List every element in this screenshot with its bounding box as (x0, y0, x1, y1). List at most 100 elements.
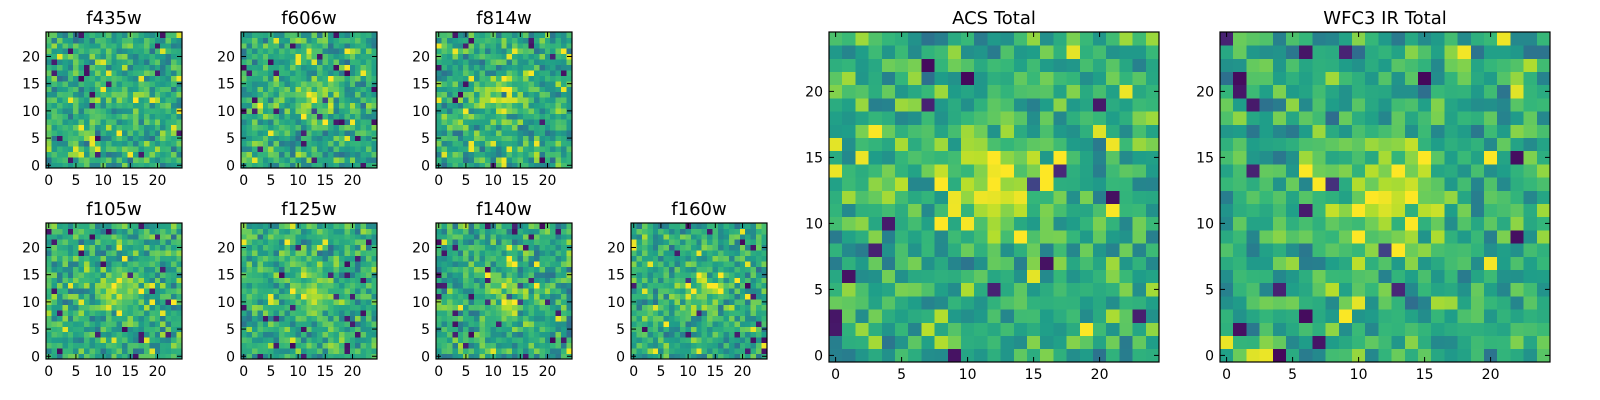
heatmap-cell (718, 293, 724, 300)
heatmap-cell (685, 244, 692, 251)
heatmap-cell (317, 271, 323, 278)
heatmap-cell (311, 261, 318, 267)
heatmap-cell (300, 223, 307, 229)
heatmap-cell (289, 288, 296, 295)
heatmap-cell (56, 86, 63, 93)
heatmap-cell (641, 277, 648, 284)
heatmap-cell (116, 119, 123, 125)
heatmap-cell (284, 233, 291, 240)
heatmap-cell (523, 353, 529, 360)
heatmap-cell (328, 310, 334, 316)
heatmap-cell (533, 151, 540, 158)
heatmap-cell (506, 223, 513, 229)
heatmap-cell (728, 348, 735, 354)
heatmap-cell (295, 59, 302, 66)
heatmap-cell (355, 288, 362, 295)
heatmap-cell (679, 266, 686, 273)
heatmap-cell (463, 320, 470, 327)
heatmap-cell (89, 244, 96, 251)
heatmap-cell (300, 228, 307, 235)
heatmap-cell (300, 32, 307, 38)
heatmap-cell (360, 70, 367, 76)
heatmap-cell (127, 124, 134, 131)
heatmap-cell (1013, 230, 1028, 244)
heatmap-cell (67, 326, 74, 333)
heatmap-cell (506, 337, 513, 344)
heatmap-cell (1119, 256, 1133, 270)
heatmap-cell (436, 331, 442, 338)
heatmap-cell (89, 255, 96, 262)
heatmap-cell (62, 223, 69, 229)
heatmap-cell (457, 64, 464, 71)
heatmap-cell (67, 233, 74, 240)
x-tick-label: 5 (266, 173, 275, 189)
heatmap-cell (1119, 282, 1133, 297)
heatmap-cell (685, 239, 692, 246)
heatmap-cell (257, 315, 264, 322)
heatmap-cell (1132, 282, 1147, 297)
heatmap-cell (685, 320, 692, 327)
heatmap-cell (360, 140, 367, 147)
heatmap-cell (647, 250, 654, 257)
heatmap-cell (94, 124, 101, 131)
heatmap-cell (745, 310, 752, 316)
heatmap-cell (355, 304, 362, 311)
heatmap-cell (133, 113, 139, 120)
heatmap-cell (452, 315, 459, 322)
heatmap-cell (750, 233, 757, 240)
heatmap-cell (328, 261, 334, 267)
heatmap-cell (544, 64, 551, 71)
heatmap-cell (501, 37, 508, 44)
heatmap-cell (701, 250, 708, 257)
heatmap-cell (333, 299, 340, 305)
heatmap-cell (78, 91, 85, 98)
heatmap-cell (550, 129, 557, 136)
heatmap-cell (176, 255, 183, 262)
heatmap-cell (138, 255, 145, 262)
heatmap-cell (94, 102, 101, 109)
heatmap-cell (160, 288, 167, 295)
heatmap-cell (690, 266, 697, 273)
heatmap-cell (663, 250, 670, 257)
heatmap-cell (171, 64, 177, 71)
heatmap-cell (636, 228, 643, 235)
heatmap-cell (539, 320, 546, 327)
heatmap-cell (51, 299, 58, 305)
heatmap-cell (479, 129, 486, 136)
heatmap-cell (328, 140, 334, 147)
heatmap-cell (116, 70, 123, 76)
heatmap-cell (344, 162, 351, 169)
heatmap-cell (474, 348, 480, 354)
heatmap-cell (636, 233, 643, 240)
heatmap-cell (111, 102, 118, 109)
heatmap-cell (690, 331, 697, 338)
heatmap-cell (171, 32, 177, 38)
heatmap-cell (349, 239, 356, 246)
heatmap-cell (452, 304, 459, 311)
heatmap-cell (273, 75, 280, 82)
heatmap-cell (517, 288, 524, 295)
heatmap-cell (728, 304, 735, 311)
heatmap-cell (690, 233, 697, 240)
heatmap-cell (273, 129, 280, 136)
heatmap-cell (501, 293, 508, 300)
heatmap-cell (555, 337, 562, 344)
heatmap-cell (295, 299, 302, 305)
heatmap-cell (160, 310, 167, 316)
x-tick-label: 5 (71, 364, 80, 380)
heatmap-cell (338, 223, 345, 229)
heatmap-cell (355, 353, 362, 360)
heatmap-cell (251, 326, 258, 333)
heatmap-cell (696, 244, 703, 251)
heatmap-cell (94, 299, 101, 305)
heatmap-cell (533, 223, 540, 229)
heatmap-cell (62, 228, 69, 235)
heatmap-cell (647, 293, 654, 300)
heatmap-cell (523, 124, 529, 131)
heatmap-cell (160, 304, 167, 311)
heatmap-cell (306, 129, 313, 136)
heatmap-cell (506, 91, 513, 98)
heatmap-cell (479, 320, 486, 327)
heatmap-cell (344, 75, 351, 82)
heatmap-cell (289, 119, 296, 125)
